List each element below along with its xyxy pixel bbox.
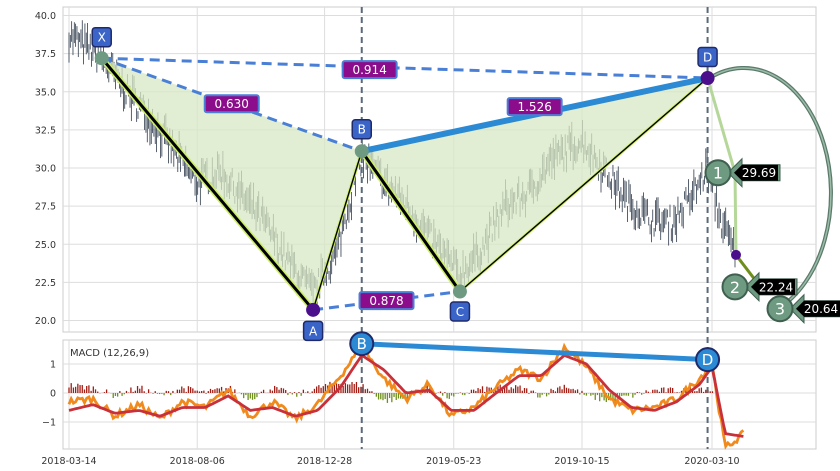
- ratio-box: [506, 97, 563, 117]
- target-value-label: 29.69: [742, 166, 776, 180]
- x-tick: 2018-08-06: [170, 456, 225, 467]
- macd-divergence-marker-d: [695, 347, 721, 373]
- leg-xa: [100, 57, 315, 311]
- target-label-bg: [751, 278, 795, 295]
- target-circle: [704, 159, 732, 187]
- ratio-line-xb: [101, 56, 363, 153]
- price-y-tick: 25.0: [35, 240, 56, 251]
- pattern-point-box-c: [449, 301, 471, 322]
- price-y-tick: 20.0: [35, 316, 56, 327]
- target-value-label: 20.64: [804, 302, 838, 316]
- price-y-tick: 22.5: [35, 278, 56, 289]
- price-y-tick: 32.5: [35, 125, 56, 136]
- pattern-point-marker-c: [452, 284, 467, 299]
- macd-y-tick-labels: 1 0 −1: [42, 360, 56, 429]
- target-label-bg: [796, 300, 840, 317]
- projection-arc-inner: [709, 67, 832, 310]
- triangle-bcd-fill: [361, 78, 708, 292]
- target-value-label: 22.24: [759, 280, 793, 294]
- macd-divergence-label-d: D: [702, 351, 714, 369]
- price-y-tick: 35.0: [35, 87, 56, 98]
- target-number: 2: [730, 278, 740, 297]
- pattern-point-label-a: A: [309, 324, 318, 338]
- triangle-xab-fill: [101, 58, 362, 310]
- leg-ab: [312, 151, 363, 311]
- projection-marker: [731, 249, 741, 260]
- target-circle: [721, 273, 749, 301]
- projection-segment: [733, 172, 738, 255]
- ratio-label: 0.878: [369, 294, 403, 308]
- x-tick: 2019-10-15: [554, 456, 609, 467]
- ratio-box: [341, 60, 398, 80]
- ratio-line-xd: [101, 56, 708, 80]
- pattern-point-box-x: [91, 26, 112, 48]
- macd-lines: BD: [67, 331, 745, 450]
- ratio-box: [358, 291, 415, 311]
- leg-bc: [360, 150, 462, 293]
- pattern-point-box-a: [302, 320, 324, 342]
- pattern-point-marker-b: [354, 144, 369, 159]
- target-label-bg: [734, 164, 778, 181]
- pattern-point-label-b: B: [358, 123, 366, 137]
- projection-to-target-1: [706, 77, 737, 174]
- macd-y-tick: −1: [42, 418, 56, 429]
- price-y-tick-labels: 20.0 22.5 25.0 27.5 30.0 32.5 35.0 37.5 40.0: [35, 11, 56, 327]
- macd-y-tick: 0: [50, 389, 56, 400]
- x-tick: 2018-12-28: [297, 456, 352, 467]
- leg-cd: [459, 77, 709, 293]
- pattern-point-marker-x: [94, 51, 109, 66]
- macd-title: MACD (12,26,9): [70, 348, 149, 359]
- target-number: 3: [775, 300, 785, 319]
- macd-divergence-marker-b: [349, 331, 375, 357]
- price-y-tick: 27.5: [35, 202, 56, 213]
- ratio-label: 1.526: [517, 100, 551, 114]
- pattern-point-label-x: X: [98, 31, 106, 45]
- macd-y-tick: 1: [50, 360, 56, 371]
- ratio-label: 0.630: [215, 97, 249, 111]
- pattern-point-marker-a: [306, 302, 321, 317]
- pattern-point-label-c: C: [456, 305, 464, 319]
- pattern-point-box-b: [351, 118, 373, 140]
- macd-divergence-line: [361, 341, 708, 363]
- macd-divergence-label-b: B: [357, 335, 367, 353]
- ratio-box: [203, 94, 260, 114]
- pattern-layer: X A B C D 0.630 0.878 1.526 0.914 29.69 1 22.24 2 20.…: [91, 26, 840, 342]
- pattern-point-label-d: D: [703, 51, 712, 65]
- x-tick: 2019-05-23: [426, 456, 481, 467]
- price-y-tick: 37.5: [35, 49, 56, 60]
- pattern-point-box-d: [697, 46, 718, 68]
- signal-line: [68, 353, 744, 438]
- x-tick: 2018-03-14: [41, 456, 96, 467]
- price-y-tick: 40.0: [35, 11, 56, 22]
- price-y-tick: 30.0: [35, 164, 56, 175]
- x-tick: 2020-03-10: [684, 456, 739, 467]
- target-circle: [766, 295, 794, 323]
- ratio-label: 0.914: [352, 63, 386, 77]
- pattern-point-marker-d: [700, 71, 715, 86]
- target-number: 1: [713, 164, 723, 183]
- x-tick-labels: 2018-03-14 2018-08-06 2018-12-28 2019-05-23…: [41, 456, 739, 467]
